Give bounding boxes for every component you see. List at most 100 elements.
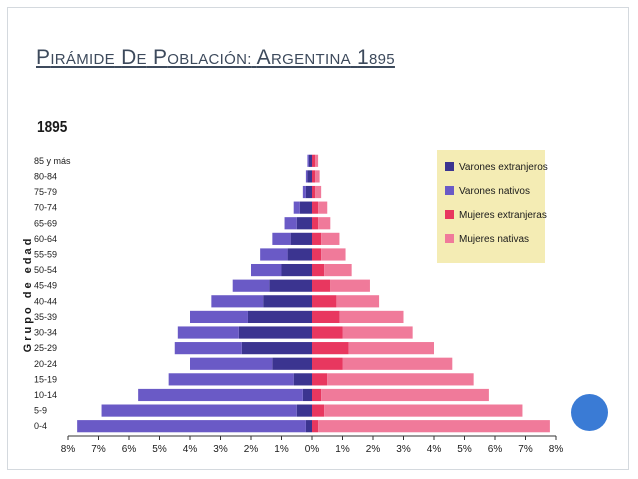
bar-varones-extranjeros (238, 326, 312, 339)
bar-mujeres-extranjeras (312, 404, 325, 417)
bar-mujeres-extranjeras (312, 310, 340, 324)
x-tick-label: 8% (549, 444, 564, 455)
bar-mujeres-nativas (342, 326, 413, 339)
bar-mujeres-nativas (348, 342, 434, 355)
bar-mujeres-extranjeras (312, 373, 328, 386)
x-tick-label: 8% (61, 444, 76, 455)
y-tick-label: 70-74 (34, 203, 57, 213)
x-tick-label: 2% (244, 444, 259, 455)
x-tick-label: 1% (335, 444, 350, 455)
bar-mujeres-extranjeras (312, 342, 349, 355)
bar-varones-extranjeros (247, 310, 312, 324)
bar-mujeres-extranjeras (312, 326, 343, 339)
bar-mujeres-nativas (321, 232, 340, 245)
bar-varones-nativos (190, 357, 273, 370)
bar-varones-extranjeros (272, 357, 312, 370)
bar-varones-nativos (251, 263, 282, 277)
bar-varones-nativos (232, 279, 270, 292)
y-tick-label: 75-79 (34, 187, 57, 197)
x-tick-label: 5% (457, 444, 472, 455)
slide-frame (7, 7, 629, 470)
x-tick-label: 6% (488, 444, 503, 455)
bar-varones-nativos (260, 248, 288, 261)
bar-varones-extranjeros (290, 232, 312, 245)
y-tick-label: 5-9 (34, 406, 47, 416)
x-tick-label: 6% (122, 444, 137, 455)
bar-mujeres-extranjeras (312, 263, 325, 277)
legend-label: Varones nativos (459, 186, 530, 197)
y-tick-label: 55-59 (34, 249, 57, 259)
chart-title: 1895 (37, 119, 68, 136)
bar-varones-extranjeros (269, 279, 312, 292)
bar-mujeres-extranjeras (312, 170, 316, 183)
legend-swatch (445, 162, 454, 171)
bar-mujeres-extranjeras (312, 248, 322, 261)
y-tick-label: 25-29 (34, 343, 57, 353)
bar-varones-nativos (302, 185, 306, 199)
y-tick-label: 80-84 (34, 171, 57, 181)
x-tick-label: 3% (213, 444, 228, 455)
y-tick-label: 35-39 (34, 312, 57, 322)
y-tick-label: 0-4 (34, 421, 47, 431)
y-tick-label: 10-14 (34, 390, 57, 400)
y-tick-label: 30-34 (34, 328, 57, 338)
bar-mujeres-nativas (330, 279, 370, 292)
bar-mujeres-nativas (315, 170, 320, 183)
y-tick-label: 65-69 (34, 218, 57, 228)
bar-mujeres-nativas (327, 373, 474, 386)
bar-varones-nativos (138, 388, 303, 402)
legend-swatch (445, 186, 454, 195)
bar-varones-nativos (272, 232, 291, 245)
y-tick-label: 85 y más (34, 156, 71, 166)
bar-varones-extranjeros (281, 263, 312, 277)
bar-varones-extranjeros (308, 154, 312, 167)
y-tick-label: 15-19 (34, 374, 57, 384)
bar-varones-extranjeros (293, 373, 312, 386)
legend-label: Mujeres nativas (459, 234, 529, 245)
bar-mujeres-nativas (342, 357, 453, 370)
bar-mujeres-extranjeras (312, 185, 316, 199)
bar-mujeres-extranjeras (312, 232, 322, 245)
x-tick-label: 4% (183, 444, 198, 455)
bar-mujeres-extranjeras (312, 420, 319, 433)
bar-mujeres-nativas (315, 154, 319, 167)
legend-swatch (445, 234, 454, 243)
bar-mujeres-extranjeras (312, 217, 319, 230)
x-tick-label: 1% (274, 444, 289, 455)
bar-mujeres-extranjeras (312, 388, 322, 402)
bar-mujeres-nativas (318, 217, 331, 230)
x-tick-label: 3% (396, 444, 411, 455)
x-tick-label: 4% (427, 444, 442, 455)
legend-label: Mujeres extranjeras (459, 210, 547, 221)
bar-varones-nativos (177, 326, 239, 339)
bar-mujeres-extranjeras (312, 357, 343, 370)
bar-varones-extranjeros (263, 295, 312, 308)
legend-box (437, 150, 545, 263)
bar-varones-extranjeros (305, 420, 312, 433)
bar-mujeres-nativas (336, 295, 380, 308)
x-tick-label: 7% (91, 444, 106, 455)
y-tick-label: 45-49 (34, 281, 57, 291)
bar-varones-extranjeros (287, 248, 312, 261)
bar-mujeres-nativas (324, 404, 523, 417)
y-axis-label: Grupo de edad (22, 236, 34, 353)
x-tick-label: 2% (366, 444, 381, 455)
bar-varones-nativos (101, 404, 297, 417)
decorative-circle (571, 394, 608, 431)
bar-varones-extranjeros (296, 404, 312, 417)
bar-varones-nativos (284, 217, 297, 230)
slide-title: Pirámide de población: Argentina 1895 (36, 46, 395, 69)
bar-mujeres-nativas (315, 185, 322, 199)
bar-mujeres-nativas (321, 248, 346, 261)
bar-varones-nativos (307, 154, 309, 167)
bar-varones-nativos (293, 201, 300, 214)
bar-mujeres-nativas (324, 263, 352, 277)
bar-mujeres-nativas (321, 388, 489, 402)
x-tick-label: 7% (518, 444, 533, 455)
bar-varones-nativos (211, 295, 264, 308)
bar-varones-extranjeros (307, 170, 312, 183)
bar-mujeres-extranjeras (312, 154, 316, 167)
bar-mujeres-extranjeras (312, 295, 337, 308)
bar-mujeres-extranjeras (312, 279, 331, 292)
bar-varones-extranjeros (241, 342, 312, 355)
